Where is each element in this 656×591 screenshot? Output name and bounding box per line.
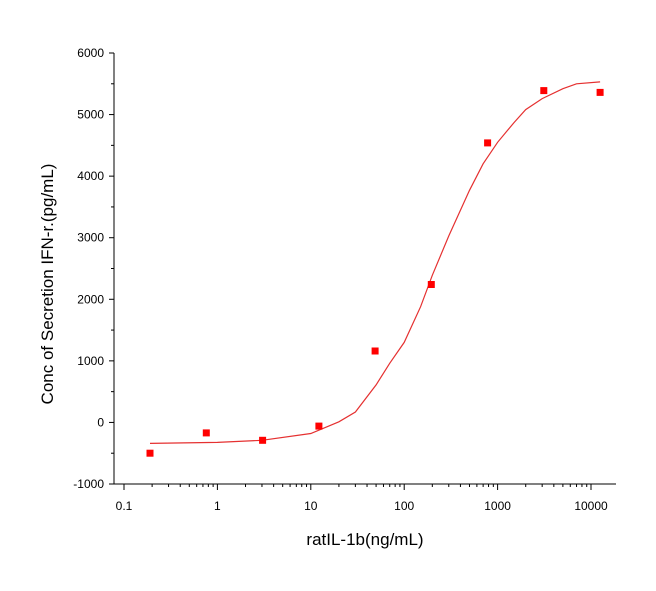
x-tick-label: 1 <box>214 499 221 513</box>
data-point <box>371 347 379 355</box>
y-tick-label: 5000 <box>77 108 104 122</box>
fit-curve-group <box>149 81 601 444</box>
y-axis-label: Conc of Secretion IFN-r.(pg/mL) <box>38 164 57 405</box>
x-tick-label: 10 <box>304 499 318 513</box>
x-axis-label: ratIL-1b(ng/mL) <box>306 530 423 549</box>
y-tick-label: 4000 <box>77 169 104 183</box>
data-points-group <box>146 87 604 457</box>
y-tick-label: 2000 <box>77 292 104 306</box>
x-ticks: 0.1 1 10 100 1000 10000 <box>116 484 608 513</box>
y-tick-label: 1000 <box>77 354 104 368</box>
y-ticks: -1000 0 1000 2000 3000 4000 5000 6000 <box>73 46 114 491</box>
x-tick-label: 10000 <box>574 499 608 513</box>
fit-curve <box>149 81 601 444</box>
y-tick-label: 6000 <box>77 46 104 60</box>
data-point <box>484 139 492 147</box>
data-point <box>259 436 267 444</box>
data-point <box>427 281 435 288</box>
x-tick-label: 1000 <box>484 499 511 513</box>
x-tick-label: 100 <box>394 499 414 513</box>
plot-area: -1000 0 1000 2000 3000 4000 5000 6000 0.1 1 10 100… <box>73 46 616 513</box>
y-tick-label: 3000 <box>77 231 104 245</box>
data-point <box>596 88 604 96</box>
y-tick-label: -1000 <box>73 477 104 491</box>
data-point <box>315 422 323 430</box>
y-tick-label: 0 <box>97 415 104 429</box>
data-point <box>202 429 210 437</box>
data-point <box>540 87 548 95</box>
data-point <box>146 449 154 457</box>
x-tick-label: 0.1 <box>116 499 133 513</box>
